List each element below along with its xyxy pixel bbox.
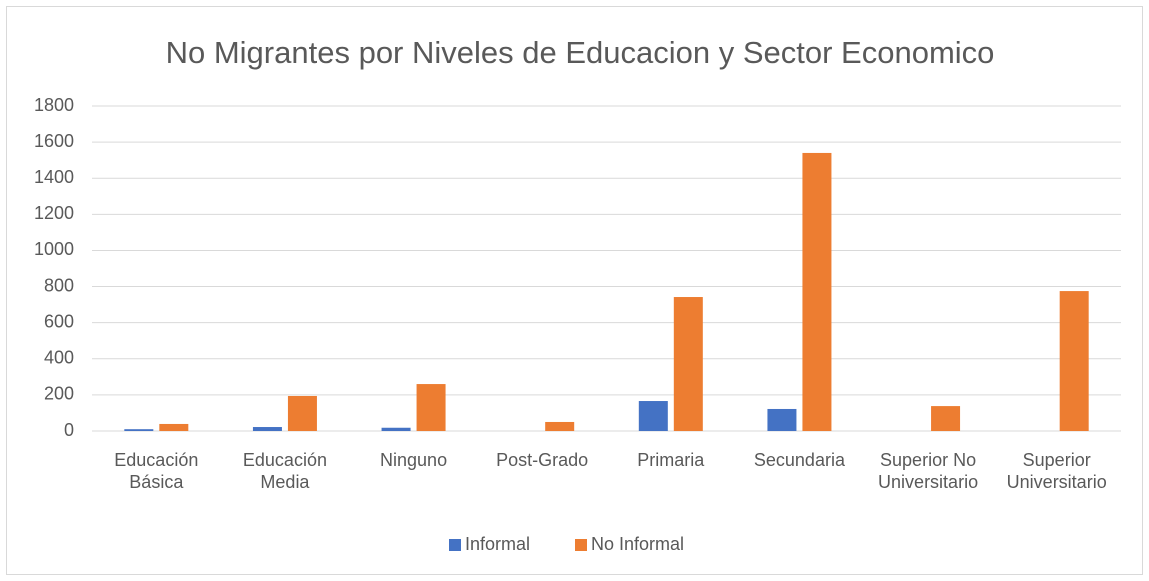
x-tick-label: Educación Básica [114,450,199,492]
bar [545,421,575,431]
bar [931,406,961,431]
legend-label: No Informal [591,534,684,554]
x-tick-wrap: Educación Básica [114,450,199,492]
x-tick-label: Superior No Universitario [878,450,979,492]
bar [673,297,703,431]
x-tick-wrap: Educación Media [242,450,327,492]
y-tick-label: 200 [44,384,74,404]
x-tick-wrap: Post-Grado [496,450,589,470]
y-tick-label: 1600 [34,131,74,151]
bar [124,429,154,431]
x-tick-wrap: Secundaria [753,450,845,470]
bar [252,427,282,431]
bar [1059,291,1089,431]
x-tick-wrap: Superior No Universitario [878,450,979,492]
y-tick-label: 0 [64,420,74,440]
bar [416,384,446,431]
y-tick-label: 600 [44,311,74,331]
x-tick-label: Secundaria [753,450,845,470]
x-tick-label: Primaria [637,450,705,470]
x-tick-wrap: Ninguno [380,450,448,470]
y-tick-label: 1800 [34,95,74,115]
y-tick-label: 400 [44,348,74,368]
bar [381,427,411,431]
chart-border [6,6,1143,575]
legend-swatch [575,539,587,551]
y-tick-label: 800 [44,275,74,295]
y-tick-label: 1400 [34,167,74,187]
bar [159,423,189,431]
legend-label: Informal [465,534,530,554]
x-tick-label: Post-Grado [496,450,589,470]
y-tick-label: 1000 [34,239,74,259]
bar [802,152,832,431]
bar [638,401,668,431]
x-tick-wrap: Primaria [637,450,705,470]
chart-title: No Migrantes por Niveles de Educacion y … [166,35,995,70]
x-tick-wrap: Superior Universitario [1006,450,1107,492]
x-tick-label: Superior Universitario [1006,450,1107,492]
bar [287,395,317,431]
bar [767,408,797,431]
x-tick-label: Ninguno [380,450,448,470]
y-tick-label: 1200 [34,203,74,223]
x-tick-label: Educación Media [242,450,327,492]
legend-swatch [449,539,461,551]
